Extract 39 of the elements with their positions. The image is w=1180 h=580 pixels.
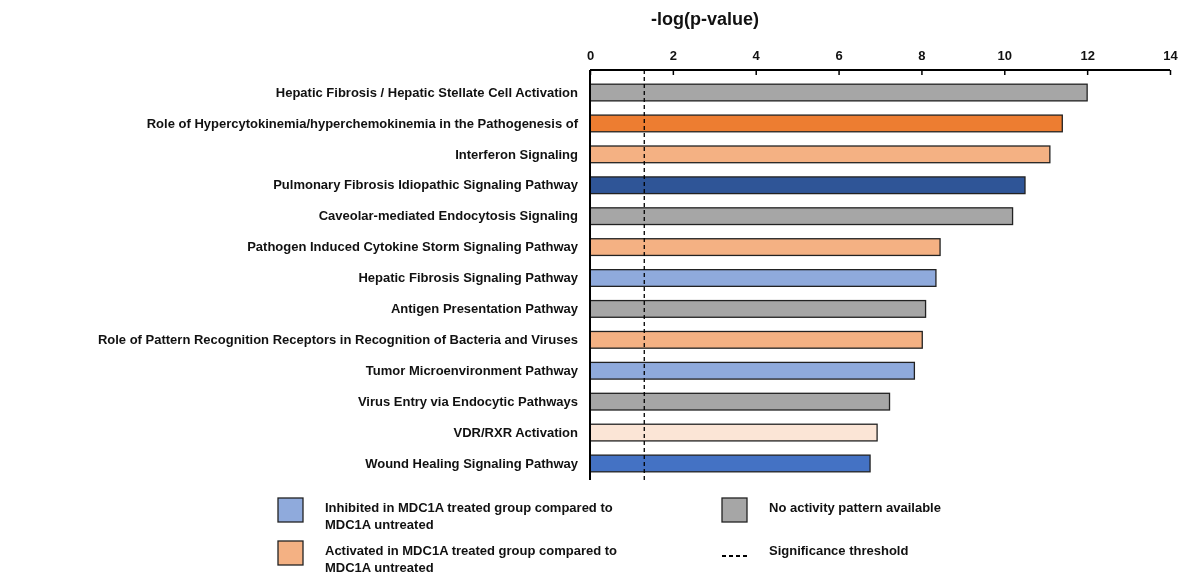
legend-label: Activated in MDC1A treated group compared to MDC1A untreated (325, 543, 618, 575)
x-tick-label: 10 (997, 48, 1013, 63)
bar (589, 176, 1026, 195)
bar (589, 83, 1088, 102)
x-tick-label: 12 (1080, 48, 1095, 63)
x-tick-label: 6 (835, 48, 843, 63)
bar (589, 330, 923, 349)
x-tick-label: 14 (1163, 48, 1179, 63)
x-tick-label: 0 (586, 48, 595, 63)
y-tick-label: Virus Entry via Endocytic Pathways (357, 393, 578, 409)
y-tick-label: Antigen Presentation Pathway (390, 301, 579, 317)
bar (589, 454, 871, 473)
bar (589, 423, 878, 442)
x-tick-label: 2 (669, 48, 677, 63)
x-axis-title: -log(p-value) (651, 9, 759, 29)
y-tick-label: VDR/RXR Activation (453, 424, 579, 440)
legend-label: Inhibited in MDC1A treated group compared to MDC1A untreated (325, 500, 613, 532)
bar (589, 114, 1063, 133)
y-tick-label: Interferon Signaling (455, 146, 579, 162)
y-tick-label: Tumor Microenvironment Pathway (365, 362, 579, 378)
bar (589, 269, 937, 287)
legend-label: Significance threshold (769, 543, 909, 558)
bar (589, 392, 891, 411)
bar (589, 207, 1014, 226)
bar (589, 299, 927, 318)
y-tick-label: Hepatic Fibrosis Signaling Pathway (358, 270, 579, 286)
y-tick-label: Role of Pattern Recognition Receptors in Recognition of Bacteria and Viruses (97, 331, 578, 347)
y-tick-label: Pulmonary Fibrosis Idiopathic Signaling Pathway (273, 177, 579, 193)
bar (589, 145, 1051, 164)
x-tick-label: 4 (752, 48, 761, 63)
legend-label: No activity pattern available (769, 500, 941, 515)
x-tick-label: 8 (918, 48, 926, 63)
y-tick-label: Pathogen Induced Cytokine Storm Signaling Pathway (247, 239, 579, 255)
y-tick-label: Caveolar-mediated Endocytosis Signaling (318, 208, 579, 224)
y-tick-label: Wound Healing Signaling Pathway (365, 455, 579, 471)
bar (589, 361, 916, 380)
bar (589, 238, 941, 257)
y-tick-label: Role of Hypercytokinemia/hyperchemokinemia in the Pathogenesis of (146, 115, 579, 131)
y-tick-label: Hepatic Fibrosis / Hepatic Stellate Cell Activation (275, 84, 579, 100)
